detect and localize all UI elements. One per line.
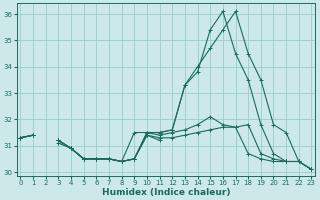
X-axis label: Humidex (Indice chaleur): Humidex (Indice chaleur) bbox=[102, 188, 230, 197]
